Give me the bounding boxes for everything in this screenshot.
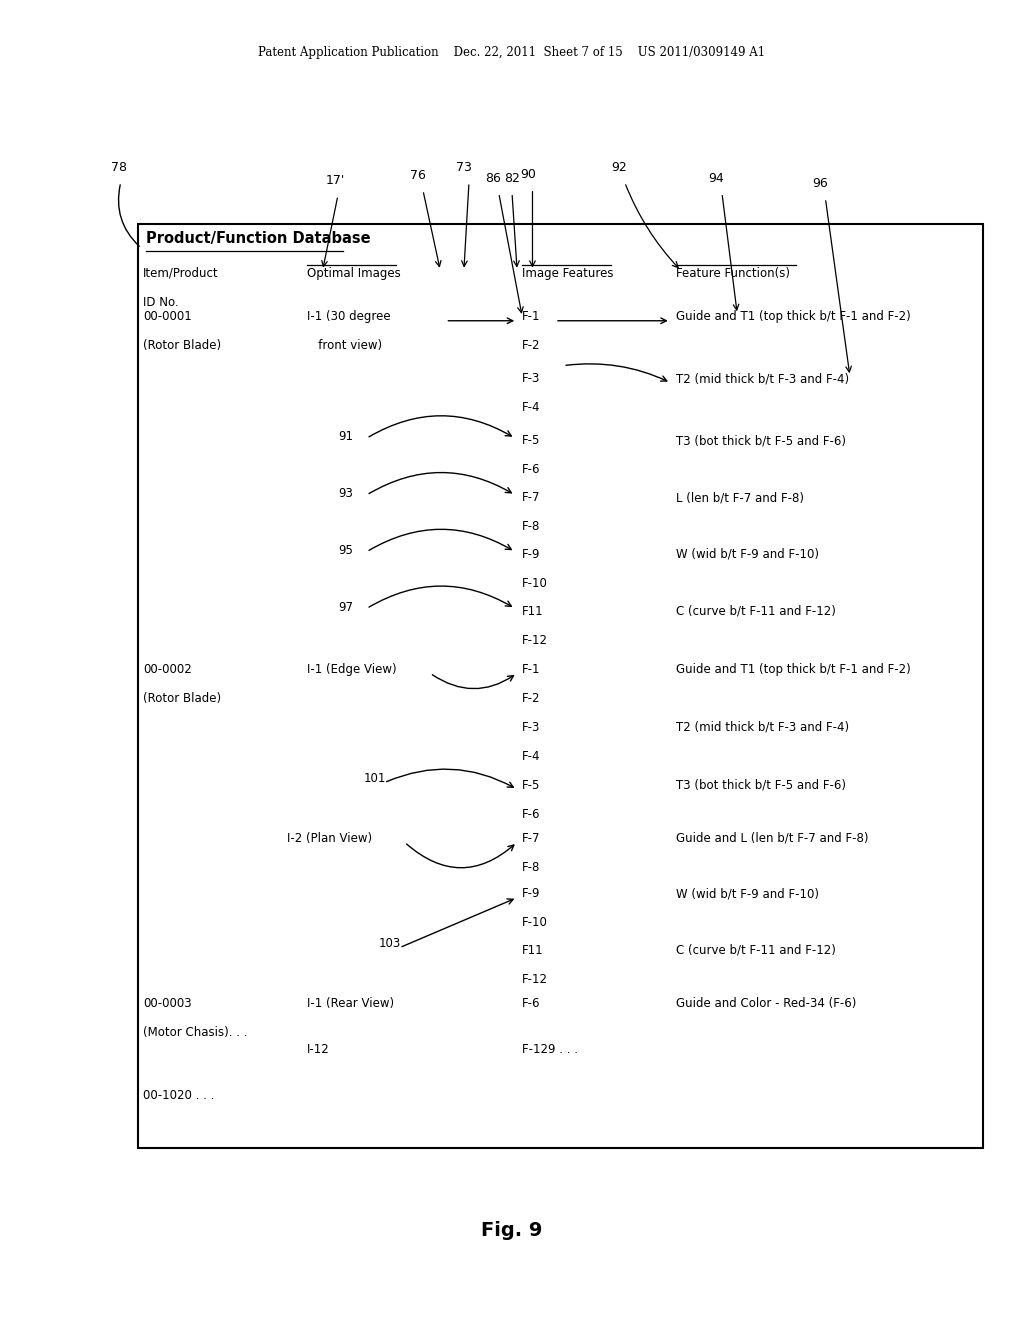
Text: I-1 (Rear View): I-1 (Rear View) xyxy=(307,997,394,1010)
Text: ID No.: ID No. xyxy=(143,296,179,309)
Text: 00-0001: 00-0001 xyxy=(143,310,193,323)
Text: 95: 95 xyxy=(338,544,353,557)
Text: I-12: I-12 xyxy=(307,1043,330,1056)
Text: 00-1020 . . .: 00-1020 . . . xyxy=(143,1089,215,1102)
Text: (Rotor Blade): (Rotor Blade) xyxy=(143,339,221,352)
Text: T2 (mid thick b/t F-3 and F-4): T2 (mid thick b/t F-3 and F-4) xyxy=(676,372,849,385)
Text: I-1 (Edge View): I-1 (Edge View) xyxy=(307,663,397,676)
Text: F-10: F-10 xyxy=(522,577,548,590)
Text: F-1: F-1 xyxy=(522,310,541,323)
Text: W (wid b/t F-9 and F-10): W (wid b/t F-9 and F-10) xyxy=(676,887,819,900)
Text: Image Features: Image Features xyxy=(522,267,613,280)
Text: F-2: F-2 xyxy=(522,692,541,705)
Text: T2 (mid thick b/t F-3 and F-4): T2 (mid thick b/t F-3 and F-4) xyxy=(676,721,849,734)
Text: Guide and Color - Red-34 (F-6): Guide and Color - Red-34 (F-6) xyxy=(676,997,856,1010)
Text: 86: 86 xyxy=(485,172,502,185)
Text: F-1: F-1 xyxy=(522,663,541,676)
Text: 97: 97 xyxy=(338,601,353,614)
Text: F11: F11 xyxy=(522,605,544,618)
Text: F-3: F-3 xyxy=(522,721,541,734)
Text: Guide and T1 (top thick b/t F-1 and F-2): Guide and T1 (top thick b/t F-1 and F-2) xyxy=(676,310,910,323)
Text: F11: F11 xyxy=(522,944,544,957)
Text: 00-0002: 00-0002 xyxy=(143,663,193,676)
Text: F-6: F-6 xyxy=(522,997,541,1010)
Text: F-9: F-9 xyxy=(522,548,541,561)
Text: 103: 103 xyxy=(379,937,401,950)
Text: F-7: F-7 xyxy=(522,491,541,504)
Text: W (wid b/t F-9 and F-10): W (wid b/t F-9 and F-10) xyxy=(676,548,819,561)
Text: F-12: F-12 xyxy=(522,973,548,986)
Text: 101: 101 xyxy=(364,772,386,785)
Text: C (curve b/t F-11 and F-12): C (curve b/t F-11 and F-12) xyxy=(676,605,836,618)
Text: F-7: F-7 xyxy=(522,832,541,845)
Text: T3 (bot thick b/t F-5 and F-6): T3 (bot thick b/t F-5 and F-6) xyxy=(676,779,846,792)
Text: 00-0003: 00-0003 xyxy=(143,997,191,1010)
Text: F-2: F-2 xyxy=(522,339,541,352)
Bar xyxy=(138,224,983,1148)
Text: T3 (bot thick b/t F-5 and F-6): T3 (bot thick b/t F-5 and F-6) xyxy=(676,434,846,447)
Text: I-2 (Plan View): I-2 (Plan View) xyxy=(287,832,372,845)
Text: (Rotor Blade): (Rotor Blade) xyxy=(143,692,221,705)
Text: Guide and L (len b/t F-7 and F-8): Guide and L (len b/t F-7 and F-8) xyxy=(676,832,868,845)
Text: L (len b/t F-7 and F-8): L (len b/t F-7 and F-8) xyxy=(676,491,804,504)
Text: 91: 91 xyxy=(338,430,353,444)
Text: F-10: F-10 xyxy=(522,916,548,929)
Text: F-8: F-8 xyxy=(522,520,541,533)
Text: 92: 92 xyxy=(611,161,627,174)
Text: Feature Function(s): Feature Function(s) xyxy=(676,267,790,280)
Text: 17': 17' xyxy=(326,174,345,187)
Text: F-3: F-3 xyxy=(522,372,541,385)
Text: Optimal Images: Optimal Images xyxy=(307,267,401,280)
Text: Fig. 9: Fig. 9 xyxy=(481,1221,543,1239)
Text: 82: 82 xyxy=(504,172,520,185)
Text: 90: 90 xyxy=(520,168,537,181)
Text: 76: 76 xyxy=(410,169,426,182)
Text: C (curve b/t F-11 and F-12): C (curve b/t F-11 and F-12) xyxy=(676,944,836,957)
Text: Product/Function Database: Product/Function Database xyxy=(146,231,371,246)
Text: Guide and T1 (top thick b/t F-1 and F-2): Guide and T1 (top thick b/t F-1 and F-2) xyxy=(676,663,910,676)
Text: 96: 96 xyxy=(812,177,827,190)
Text: F-9: F-9 xyxy=(522,887,541,900)
Text: F-12: F-12 xyxy=(522,634,548,647)
Text: front view): front view) xyxy=(307,339,382,352)
Text: 73: 73 xyxy=(456,161,472,174)
Text: F-6: F-6 xyxy=(522,808,541,821)
Text: Patent Application Publication    Dec. 22, 2011  Sheet 7 of 15    US 2011/030914: Patent Application Publication Dec. 22, … xyxy=(258,46,766,59)
Text: (Motor Chasis). . .: (Motor Chasis). . . xyxy=(143,1026,248,1039)
Text: 78: 78 xyxy=(111,161,127,174)
Text: 94: 94 xyxy=(709,172,724,185)
Text: Item/Product: Item/Product xyxy=(143,267,219,280)
Text: F-4: F-4 xyxy=(522,401,541,414)
Text: F-6: F-6 xyxy=(522,463,541,477)
Text: 93: 93 xyxy=(338,487,353,500)
Text: F-8: F-8 xyxy=(522,861,541,874)
Text: F-5: F-5 xyxy=(522,434,541,447)
Text: I-1 (30 degree: I-1 (30 degree xyxy=(307,310,391,323)
Text: F-129 . . .: F-129 . . . xyxy=(522,1043,579,1056)
Text: F-5: F-5 xyxy=(522,779,541,792)
Text: F-4: F-4 xyxy=(522,750,541,763)
